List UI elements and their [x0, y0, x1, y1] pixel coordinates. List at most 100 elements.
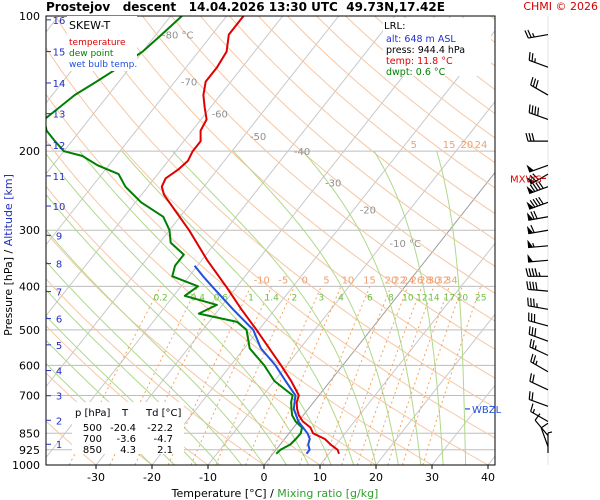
wind-barb-flag [531, 105, 534, 114]
pressure-tick-label: 925 [19, 444, 40, 457]
dew-point-profile [46, 16, 303, 455]
temperature-tick-label: 30 [425, 471, 439, 484]
y-axis-title-separator: / [2, 246, 15, 257]
wind-barb-flag [530, 224, 535, 233]
dry-adiabat-line [46, 278, 265, 465]
altitude-tick-label: 3 [56, 392, 62, 403]
pressure-tick-label: 1000 [12, 459, 40, 472]
wind-barb-flag [525, 268, 529, 277]
wind-barb-pennant [526, 212, 534, 221]
mixing-ratio-label: 14 [428, 293, 440, 303]
mixing-ratio-label: 20 [457, 293, 469, 303]
mixing-ratio-label: 0.2 [153, 293, 167, 303]
mixing-ratio-line [356, 286, 423, 465]
mixing-ratio-label: 1.4 [265, 293, 280, 303]
wind-barb [528, 104, 549, 121]
isotherm-label: -40 [294, 147, 310, 158]
temperature-tick-label: -30 [87, 471, 105, 484]
dry-adiabat-label: 5 [323, 275, 329, 286]
mixing-ratio-label: 2 [292, 293, 298, 303]
wind-barb-pennant [527, 254, 534, 263]
isotherm-label: -20 [360, 206, 376, 217]
wind-barb-staff [529, 201, 549, 210]
isotherm-line [46, 16, 340, 388]
lrl-title: LRL: [384, 21, 405, 32]
dry-adiabat-line [46, 46, 495, 439]
table-header-cell: p [hPa] [75, 408, 110, 419]
mixing-ratio-label: 6 [367, 293, 373, 303]
dry-adiabat-line [142, 16, 495, 322]
wind-barb-staff [528, 259, 549, 263]
wind-barb [526, 210, 549, 221]
wind-barb-staff [528, 320, 549, 327]
table-cell: -20.4 [110, 423, 136, 434]
x-axis-title-mixing-ratio: Mixing ratio [g/kg] [277, 487, 378, 500]
wind-barb-staff [528, 216, 549, 221]
station-coords: 49.73N,17.42E [346, 0, 445, 14]
moist-adiabat-line [46, 289, 220, 465]
wind-barb-flag [532, 183, 539, 191]
wind-barb-flag [528, 391, 531, 400]
isotherm-line [207, 100, 495, 465]
wind-barb-staff [528, 229, 549, 235]
isotherm-label: -80 °C [162, 31, 194, 42]
wind-barb-staff [530, 173, 549, 185]
wind-barb-flag [537, 107, 540, 116]
wind-barb-flag [532, 281, 535, 291]
wind-barb-staff [528, 245, 549, 249]
dry-adiabat-label: 20 [385, 275, 398, 286]
y-axis-title-pressure: Pressure [hPa] [2, 257, 15, 336]
altitude-tick-label: 13 [53, 110, 66, 121]
mixing-ratio-line [190, 286, 273, 465]
table-cell: 500 [83, 423, 102, 434]
x-axis-title: Temperature [°C] / Mixing ratio [g/kg] [171, 487, 379, 500]
wind-barb [526, 196, 549, 210]
wind-barb-flag [532, 339, 535, 349]
wind-barb-flag [530, 298, 532, 307]
wind-barb-staff [528, 288, 549, 292]
wind-barb-staff [530, 361, 549, 373]
moist-adiabat-line [46, 260, 242, 465]
y-axis-title-altitude: Altitude [km] [2, 174, 15, 246]
moist-adiabat-line [172, 150, 377, 465]
profile-lines [46, 16, 340, 455]
legend-entry: dew point [69, 49, 114, 59]
isotherm-label: -50 [250, 132, 266, 143]
wind-barb-half-flag [535, 360, 538, 365]
wind-barb-flag [531, 392, 534, 401]
wind-barb-staff [529, 398, 549, 407]
dry-adiabat-label: 34 [445, 275, 458, 286]
wind-barb-flag [527, 297, 529, 306]
legend-title: SKEW-T [69, 19, 111, 32]
wind-barb [528, 326, 549, 342]
pressure-tick-label: 300 [19, 224, 40, 237]
wind-barb [526, 173, 549, 185]
wind-barb-flag [533, 210, 538, 219]
wind-barb-staff [529, 333, 549, 342]
wind-barb-flag [540, 422, 549, 429]
wind-barb-flag [530, 211, 535, 220]
wind-barb-flag [529, 174, 537, 182]
lrl-line: dwpt: 0.6 °C [386, 67, 446, 78]
wind-barb-staff [528, 33, 549, 39]
isotherm-line [375, 313, 495, 465]
wind-barb-flag [528, 268, 532, 277]
wind-barb-flag [532, 198, 539, 207]
dry-adiabat-label: 5 [411, 140, 417, 151]
dry-adiabat-line [549, 16, 600, 475]
dry-adiabat-line [83, 16, 495, 379]
isotherm-label: -10 °C [390, 239, 422, 250]
isotherm-line [431, 384, 495, 465]
wind-barb-staff [529, 59, 549, 68]
wind-barb-flag [535, 79, 539, 89]
table-cell: -22.2 [147, 423, 173, 434]
isotherm-label: -70 [181, 78, 197, 89]
moist-adiabat-line [232, 150, 399, 465]
temperature-profile [160, 16, 340, 455]
wind-barb-flag [528, 52, 531, 61]
temperature-tick-label: 10 [313, 471, 327, 484]
wind-barb [530, 353, 549, 373]
wind-barb-half-flag [547, 431, 553, 434]
dry-adiabat-label: 0 [302, 275, 308, 286]
